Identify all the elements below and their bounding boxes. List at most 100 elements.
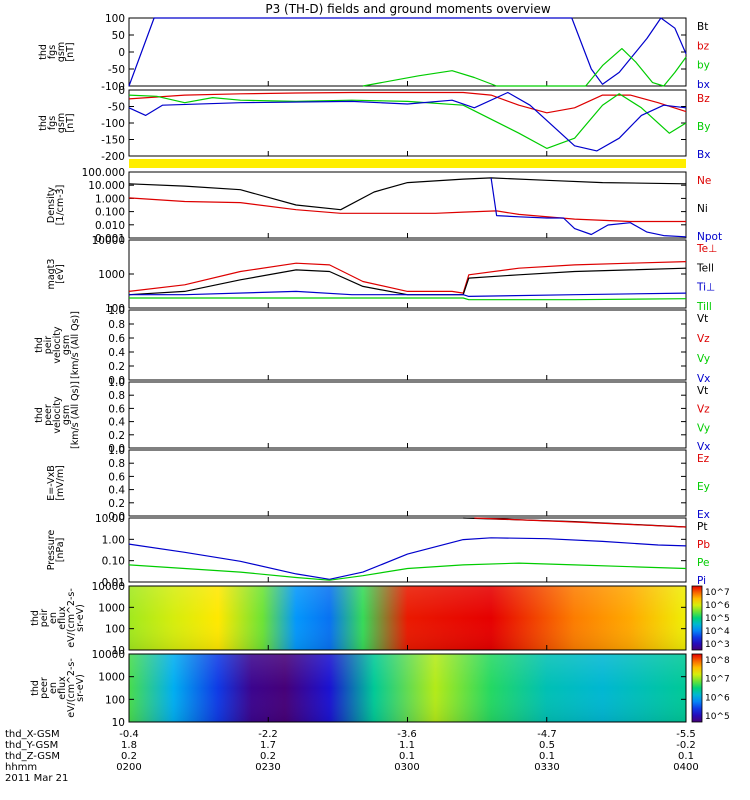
x-tick-1-3: 0.5 <box>539 740 555 751</box>
y-tick-label: 10 <box>112 645 125 657</box>
y-axis-label: eV/(cm^2-s- <box>66 588 77 648</box>
y-axis-label: gsm <box>56 42 67 62</box>
y-tick-label: 0 <box>118 47 125 59</box>
panel-frame <box>128 449 687 517</box>
x-tick-1-0: 1.8 <box>121 740 137 751</box>
legend-label: bz <box>697 40 710 52</box>
y-axis-label: [nT] <box>65 113 76 132</box>
panel-peer-spectrogram: 10^8 10^7 10^6 10^5 10000 1000 100 10 thdpeerene… <box>30 649 730 729</box>
legend-label: Pe <box>697 557 709 569</box>
y-tick-label: -100 <box>101 118 125 130</box>
y-tick-label: -200 <box>101 151 125 163</box>
series-line-Bx <box>128 91 687 152</box>
y-tick-label: 0.2 <box>108 498 125 510</box>
y-tick-label: 0.0 <box>108 443 125 455</box>
y-axis-label: Density <box>46 187 57 223</box>
legend-label: Ti⊥ <box>696 282 715 294</box>
y-tick-label: 50 <box>112 30 125 42</box>
y-axis-label: peir <box>39 609 50 628</box>
legend-label: Vy <box>697 422 710 434</box>
y-axis-label: eflux <box>57 676 68 700</box>
y-tick-label: 0.10 <box>102 556 125 568</box>
y-tick-label: -100 <box>101 81 125 93</box>
x-row-label-1: thd_Y-GSM <box>5 740 58 751</box>
legend-label: Bx <box>697 149 710 161</box>
y-axis-label: thd <box>34 407 45 423</box>
y-tick-label: 1.00 <box>102 534 125 546</box>
y-tick-label: -50 <box>108 64 125 76</box>
y-axis-label: [nPa] <box>55 538 66 563</box>
y-tick-label: 1000 <box>98 269 125 281</box>
y-tick-label: 0.4 <box>108 485 125 497</box>
legend-label: Tell <box>696 262 714 274</box>
series-line-Ni <box>128 177 687 211</box>
legend-label: Ex <box>697 509 710 521</box>
y-axis-label: fgs <box>47 116 58 130</box>
x-tick-1-1: 1.7 <box>260 740 276 751</box>
y-tick-label: 0.010 <box>95 220 125 232</box>
panels: 100500-50-100thdfgsgsm[nT]Btbzbybx0-50-1… <box>30 13 730 729</box>
legend-label: bx <box>697 79 710 91</box>
series-line-Tell <box>128 267 687 296</box>
x-axis-labels: thd_X-GSM thd_Y-GSM thd_Z-GSM hhmm 2011 … <box>5 729 699 784</box>
colorbar-tick-label: 10^6 <box>705 693 730 703</box>
y-tick-label: 0.4 <box>108 347 125 359</box>
series-line-Te⊥ <box>128 261 687 294</box>
y-axis-label: fgs <box>47 45 58 59</box>
y-tick-label: 0.100 <box>95 207 125 219</box>
y-tick-label: 0.2 <box>108 361 125 373</box>
legend-label: Vy <box>697 353 710 365</box>
y-axis-label: thd <box>38 115 49 131</box>
y-axis-label: magt3 <box>46 259 57 290</box>
y-tick-label: 0.2 <box>108 430 125 442</box>
figure-title: P3 (TH-D) fields and ground moments over… <box>265 2 550 16</box>
x-tick-0-4: -5.5 <box>676 729 696 740</box>
y-tick-label: 0.001 <box>95 233 125 245</box>
x-tick-3-2: 0300 <box>394 762 419 773</box>
y-axis-label: peir <box>43 336 54 355</box>
x-tick-2-4: 0.1 <box>678 751 694 762</box>
x-tick-0-3: -4.7 <box>537 729 557 740</box>
legend-label: Ni <box>697 203 708 215</box>
y-tick-label: 10.00 <box>95 513 125 525</box>
y-axis-label: en <box>48 682 59 694</box>
colorbar <box>691 653 703 723</box>
colorbar-tick-label: 10^5 <box>705 614 730 624</box>
y-tick-label: 0.01 <box>102 577 125 589</box>
panel-frame <box>128 89 687 157</box>
x-tick-3-1: 0230 <box>255 762 280 773</box>
colorbar-tick-label: 10^7 <box>705 588 730 598</box>
y-axis-label: gsm <box>61 405 72 425</box>
y-axis-label: gsm <box>61 335 72 355</box>
legend-label: Pb <box>697 539 710 551</box>
legend-label: Vt <box>697 385 708 397</box>
colorbar <box>691 585 703 651</box>
panel-frame <box>128 309 687 381</box>
legend-label: Ne <box>697 175 711 187</box>
y-tick-label: 1000 <box>98 602 125 614</box>
x-tick-3-3: 0330 <box>534 762 559 773</box>
series-line-Ti⊥ <box>129 290 687 297</box>
colorbar-tick-label: 10^3 <box>705 640 730 650</box>
y-tick-label: 0 <box>118 85 125 97</box>
spectrogram-shading <box>129 654 686 722</box>
legend-label: Vz <box>697 333 710 345</box>
y-axis-label: velocity <box>52 396 63 434</box>
y-axis-label: thd <box>30 680 41 696</box>
y-axis-label: eV/(cm^2-s- <box>66 658 77 718</box>
y-tick-label: -150 <box>101 135 125 147</box>
panel-peer-velocity: 1.00.80.60.40.20.0thdpeervelocitygsm[km/… <box>34 377 710 455</box>
legend-label: Bt <box>697 21 708 33</box>
y-tick-label: 10000 <box>92 649 125 661</box>
y-axis-label: eflux <box>57 606 68 630</box>
spectrogram-shading <box>129 586 686 650</box>
panel-peir-spectrogram: 10^7 10^6 10^5 10^4 10^3 10000 1000 100 10 thdpei… <box>30 581 730 657</box>
series-line-Bz <box>128 91 687 114</box>
legend-label: Te⊥ <box>696 243 717 255</box>
x-tick-2-3: 0.1 <box>539 751 555 762</box>
legend-label: Till <box>696 301 712 313</box>
x-row-label-0: thd_X-GSM <box>5 729 60 740</box>
legend-label: Ey <box>697 481 710 493</box>
